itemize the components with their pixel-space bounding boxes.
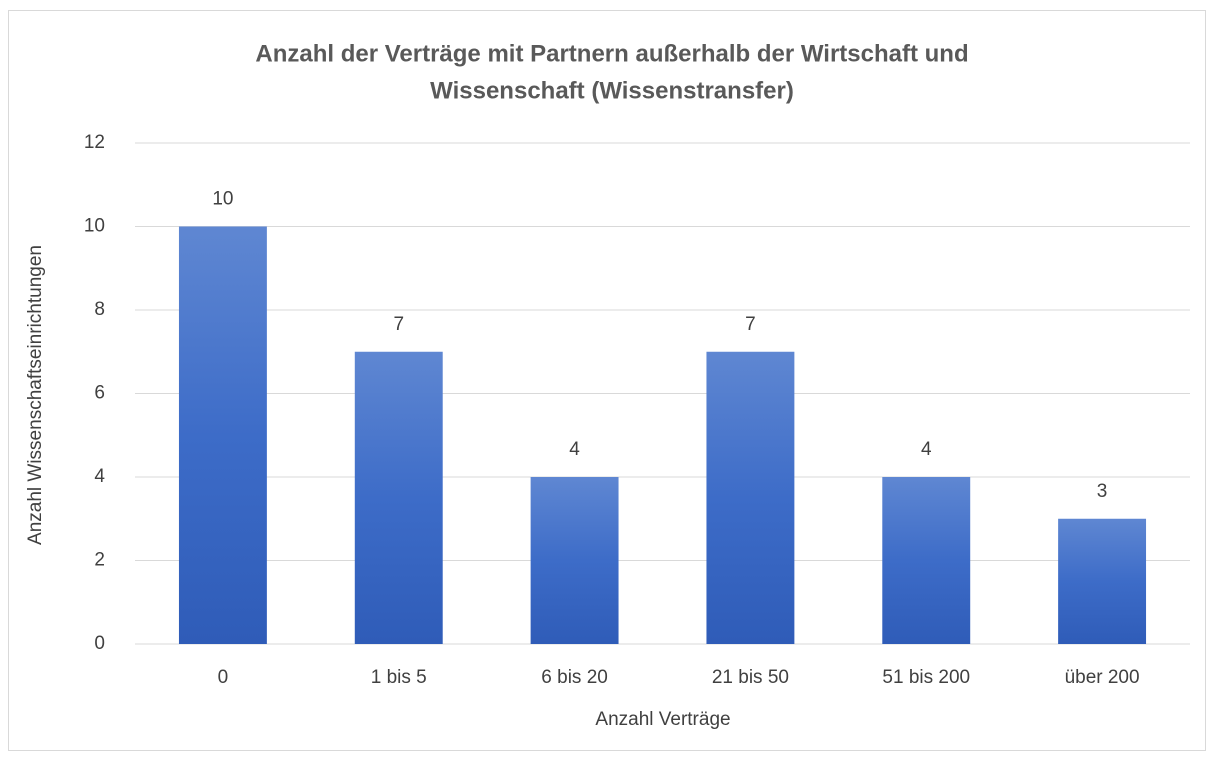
bar <box>530 477 619 644</box>
x-tick-label: 51 bis 200 <box>882 667 970 688</box>
y-tick-label: 0 <box>94 633 105 654</box>
y-tick-label: 10 <box>84 216 105 237</box>
y-tick-label: 8 <box>94 299 105 320</box>
y-tick-label: 12 <box>84 132 105 153</box>
data-label: 10 <box>212 189 233 210</box>
y-tick-label: 6 <box>94 383 105 404</box>
data-label: 7 <box>393 314 404 335</box>
x-tick-label: über 200 <box>1065 667 1140 688</box>
chart-title: Wissenschaft (Wissenstransfer) <box>430 77 794 104</box>
y-axis-label: Anzahl Wissenschaftseinrichtungen <box>25 245 46 545</box>
chart-title: Anzahl der Verträge mit Partnern außerha… <box>255 40 968 67</box>
bar <box>706 351 795 644</box>
x-tick-label: 6 bis 20 <box>541 667 608 688</box>
data-label: 3 <box>1097 481 1108 502</box>
bar <box>178 226 267 644</box>
bar <box>354 351 443 644</box>
x-tick-label: 21 bis 50 <box>712 667 789 688</box>
data-label: 4 <box>921 439 932 460</box>
data-label: 4 <box>569 439 580 460</box>
x-axis-label: Anzahl Verträge <box>595 709 730 730</box>
x-tick-label: 0 <box>218 667 229 688</box>
data-label: 7 <box>745 314 756 335</box>
bar <box>882 477 971 644</box>
y-tick-label: 2 <box>94 550 105 571</box>
bar <box>1058 518 1147 644</box>
y-tick-label: 4 <box>94 466 105 487</box>
x-tick-label: 1 bis 5 <box>371 667 427 688</box>
